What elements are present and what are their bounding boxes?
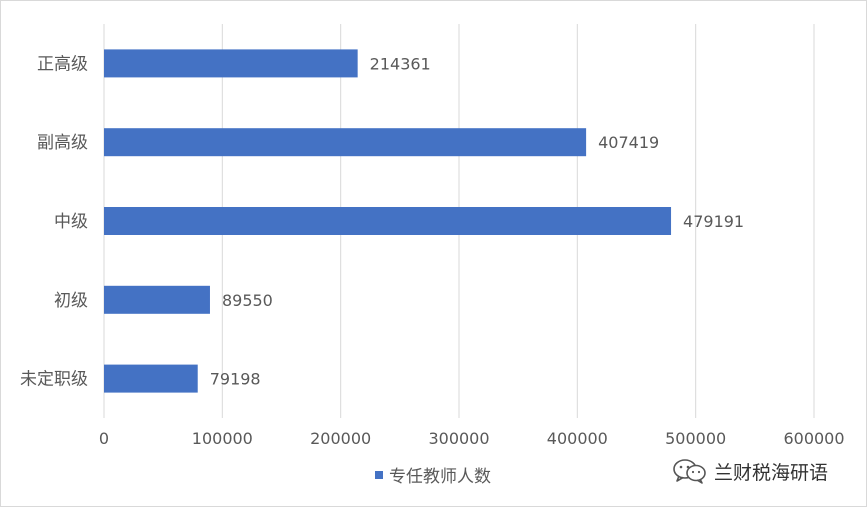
x-tick-label: 600000 <box>783 429 844 448</box>
legend: 专任教师人数 <box>375 467 491 487</box>
legend-swatch <box>375 471 383 479</box>
category-label: 未定职级 <box>20 370 88 390</box>
x-tick-label: 200000 <box>310 429 371 448</box>
watermark: 兰财税海研语 <box>672 458 828 484</box>
bar <box>104 49 358 78</box>
data-label: 79198 <box>210 370 261 389</box>
bar <box>104 207 672 235</box>
category-label: 副高级 <box>37 133 88 153</box>
x-tick-label: 0 <box>99 429 109 448</box>
category-label: 正高级 <box>37 54 88 74</box>
data-label: 89550 <box>222 291 273 310</box>
watermark-text: 兰财税海研语 <box>714 461 829 484</box>
data-label: 407419 <box>598 133 659 152</box>
x-tick-label: 100000 <box>192 429 253 448</box>
category-label: 中级 <box>54 212 88 232</box>
wechat-icon <box>673 459 706 484</box>
x-tick-label: 300000 <box>428 429 489 448</box>
legend-label: 专任教师人数 <box>389 467 491 487</box>
x-tick-label: 400000 <box>547 429 608 448</box>
x-tick-labels: 0 100000 200000 300000 400000 500000 600000 <box>99 429 845 448</box>
category-label: 初级 <box>54 291 88 311</box>
data-label: 479191 <box>683 212 744 231</box>
x-tick-label: 500000 <box>665 429 726 448</box>
bars <box>104 49 672 393</box>
data-label: 214361 <box>370 54 431 73</box>
bar <box>104 128 587 157</box>
data-labels: 214361 407419 479191 89550 79198 <box>210 54 744 388</box>
bar <box>104 285 210 314</box>
bar <box>104 364 198 393</box>
